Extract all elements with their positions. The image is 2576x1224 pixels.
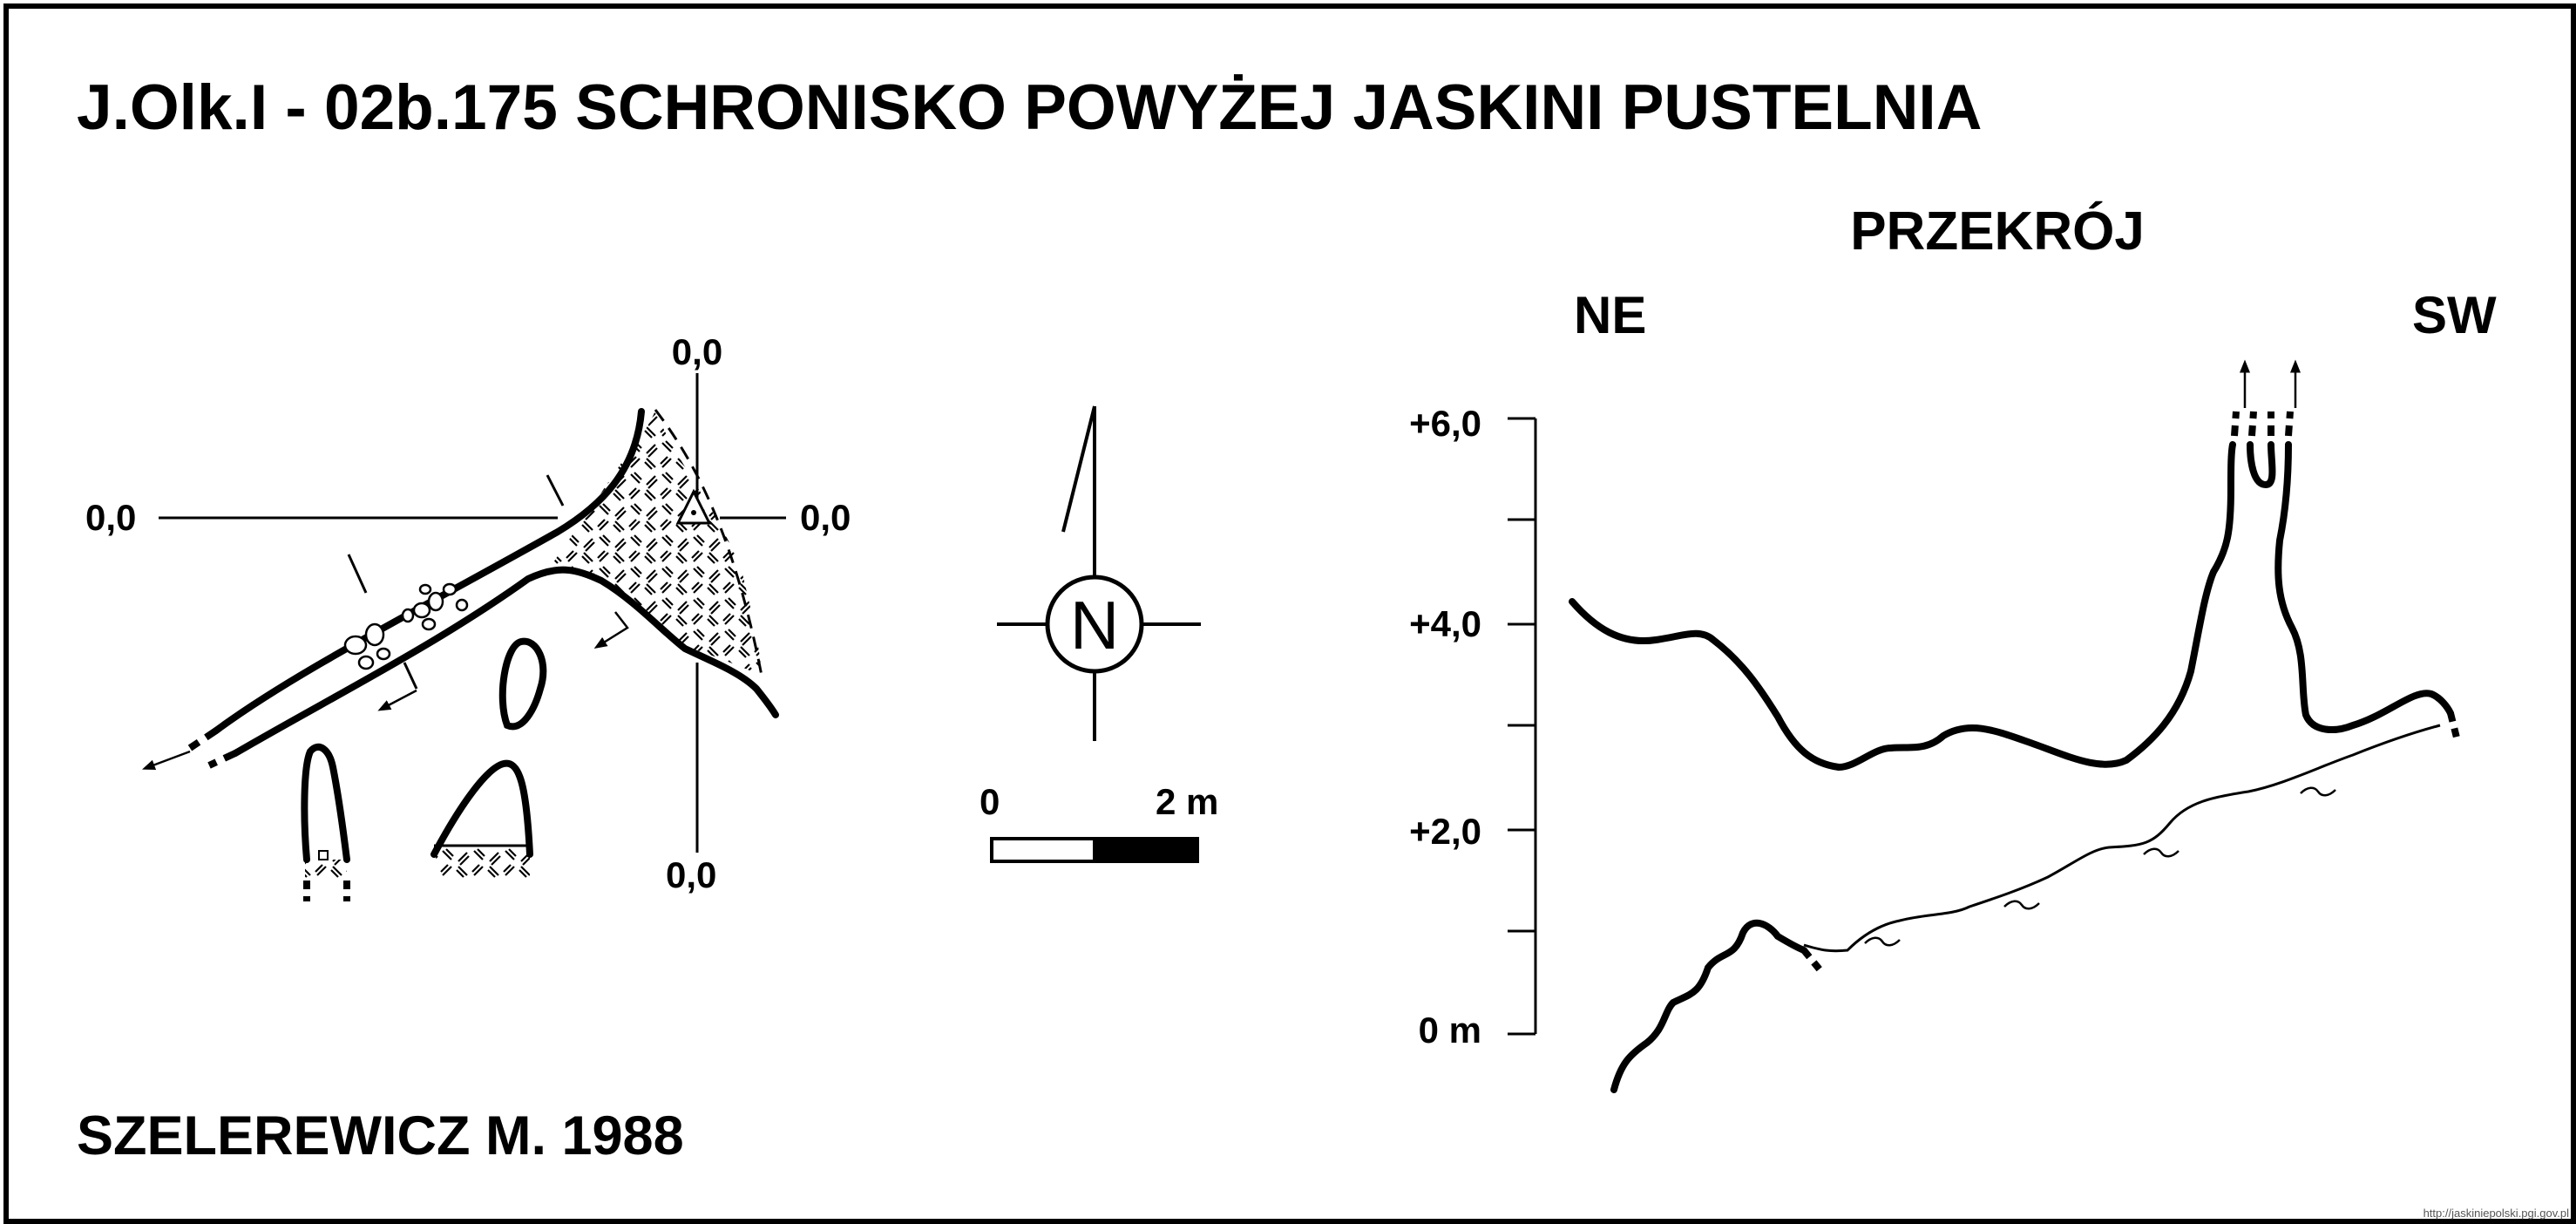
chimney-dashed-ends [2231,411,2294,437]
profile-tick-3 [403,662,418,690]
direction-label-ne: NE [1574,286,1646,344]
elevation-axis-ticks [1508,417,1535,1036]
plan-wall-south-dashed-end [207,750,237,769]
sediment-symbols [1864,786,2336,947]
plan-wall-north [213,408,645,734]
side-passage-west [301,743,350,863]
section-floor-dashed-end [1800,948,1823,972]
plan-view: 0,0 0,0 0,0 0,0 [85,331,851,901]
compass-letter: N [1070,587,1119,663]
side-passage-east-infill [434,846,530,879]
section-title: PRZEKRÓJ [1850,201,2145,262]
section-floor-bedrock [1610,919,1807,1093]
plan-wall-south [232,566,779,757]
scale-start-label: 0 [980,781,1000,822]
rubble-blocks [343,582,469,670]
level-label-left: 0,0 [85,497,136,538]
drawing-frame [3,3,2576,1224]
compass-needle-arrow-line [1061,405,1096,533]
rock-pillar [498,637,547,731]
author-credit: SZELEREWICZ M. 1988 [77,1105,684,1166]
elevation-label-2: +2,0 [1409,811,1481,852]
survey-station-triangle [675,488,712,525]
elevation-label-0: 0 m [1419,1010,1481,1051]
dripline-dashed [654,409,763,677]
profile-tick-2 [347,554,368,594]
cross-section-view: PRZEKRÓJ NE SW +6,0 +4,0 +2,0 0 m [1409,201,2497,1093]
compass-circle [1045,575,1144,674]
north-arrow-compass: N [997,405,1201,741]
level-label-top: 0,0 [672,331,722,372]
passage-continuation-arrow [141,750,191,770]
map-title: J.Olk.I - 02b.175 SCHRONISKO POWYŻEJ JAS… [77,72,1982,143]
side-passage-east [430,759,533,858]
hatched-infill-area [549,410,762,676]
section-ceiling-line [1569,441,2236,772]
section-wall-sw [2274,441,2454,733]
direction-label-sw: SW [2412,286,2497,344]
side-passage-block [318,850,329,860]
survey-station-point [691,510,696,515]
level-label-right: 0,0 [800,497,851,538]
side-passage-west-infill [305,860,347,879]
scale-bar-white-segment [990,837,1096,863]
section-sediment-surface [1803,724,2441,953]
slope-arrow-2 [593,611,629,649]
source-watermark: http://jaskiniepolski.pgi.gov.pl [2423,1207,2570,1220]
plan-wall-north-dashed-end [187,727,219,751]
elevation-label-6: +6,0 [1409,403,1481,444]
profile-tick-1 [546,474,565,507]
section-wall-sw-dashed-end [2447,712,2461,742]
scale-bar: 0 2 m [980,781,1218,863]
slope-arrow-1 [377,689,417,711]
scale-bar-black-segment [1093,837,1199,863]
elevation-label-4: +4,0 [1409,603,1481,644]
scale-end-label: 2 m [1156,781,1218,822]
level-label-bottom: 0,0 [666,854,716,895]
chimney-loop [2247,441,2276,489]
